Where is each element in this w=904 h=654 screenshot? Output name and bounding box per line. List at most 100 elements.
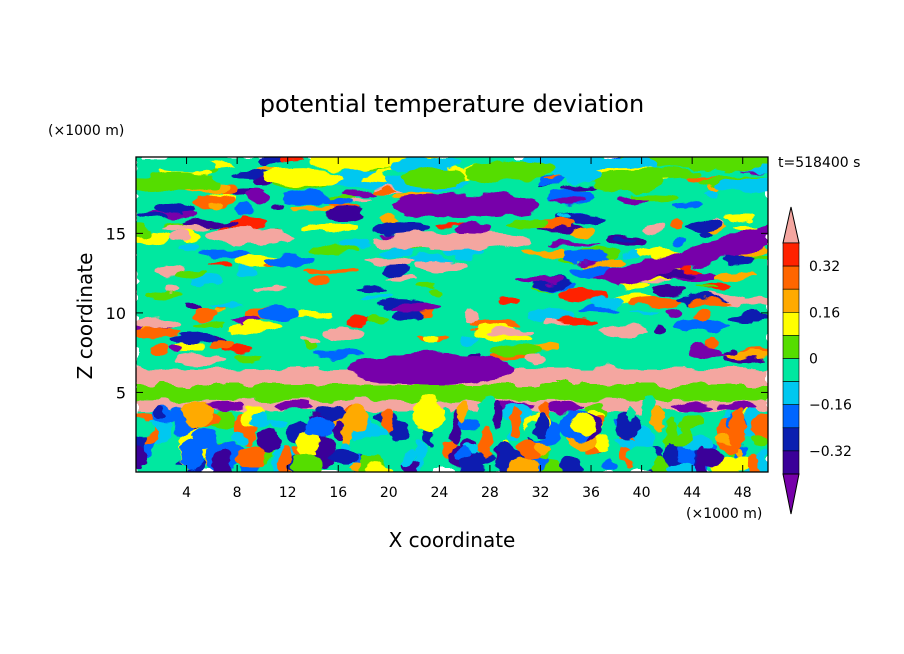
field-cell-upper	[362, 294, 394, 300]
field-cell-upper	[208, 339, 234, 351]
field-cell-plume	[518, 447, 542, 460]
field-cell-plume	[355, 426, 388, 437]
y-tick-label: 5	[116, 383, 126, 402]
field-cell-upper	[666, 307, 681, 321]
field-cell-plume	[412, 439, 425, 458]
field-cell-upper	[615, 197, 651, 205]
field-cell-upper	[236, 204, 254, 217]
x-tick-label: 24	[430, 485, 448, 501]
field-cell-layer-neg	[545, 401, 586, 412]
field-cell-plume	[751, 413, 768, 442]
field-cell-upper	[721, 254, 757, 268]
field-cell-upper	[516, 277, 563, 284]
colorbar-tick-label: 0.32	[809, 259, 840, 275]
y-tick-label: 10	[106, 304, 126, 323]
field-cell-upper	[589, 295, 625, 309]
colorbar-extend-min	[782, 473, 800, 515]
field-cell-top	[496, 158, 557, 179]
field-cell-plume	[291, 453, 323, 472]
field-cell-upper	[309, 275, 331, 286]
field-cell-upper	[303, 267, 356, 275]
field-cell-plume	[343, 404, 369, 432]
field-cell-upper	[463, 312, 479, 324]
field-cell-upper	[165, 284, 180, 293]
field-cell-top	[660, 157, 748, 170]
field-cell-upper	[323, 207, 365, 220]
field-cell-upper	[669, 218, 682, 232]
field-cell-upper	[522, 354, 546, 364]
field-cell-plume	[626, 443, 658, 472]
field-cell-upper	[614, 237, 639, 243]
field-cell-upper	[731, 313, 768, 323]
field-cell-layer-neg	[672, 401, 713, 412]
field-cell-plume	[510, 405, 522, 439]
field-cell-upper	[376, 216, 401, 224]
field-cell-upper	[185, 304, 203, 311]
field-cell-upper	[433, 222, 466, 227]
field-cell-plume	[676, 417, 704, 429]
field-cell-plume	[363, 463, 394, 472]
x-tick-label: 40	[633, 485, 651, 501]
field-cell-layer-neg	[716, 401, 757, 412]
field-cell-warm-lens	[372, 231, 532, 252]
field-layer-green	[136, 384, 768, 401]
x-unit-label: (×1000 m)	[686, 506, 762, 522]
field-cell-upper	[392, 309, 423, 321]
field-cell-plume	[534, 412, 551, 438]
field-cell-plume	[354, 438, 384, 456]
field-cell-upper	[492, 344, 541, 357]
field-cell-upper	[161, 224, 209, 232]
field-cell-upper	[194, 307, 219, 321]
chart-title: potential temperature deviation	[260, 90, 644, 118]
field-cell-upper	[384, 276, 416, 282]
field-cell-upper	[505, 218, 550, 229]
field-cell-upper	[166, 231, 190, 243]
field-cell-upper	[136, 327, 183, 338]
x-tick-label: 8	[233, 485, 242, 501]
field-cell-upper	[194, 320, 225, 329]
colorbar-box	[782, 404, 800, 429]
field-cell-upper	[499, 295, 519, 306]
y-unit-label: (×1000 m)	[48, 123, 124, 139]
colorbar-box	[782, 288, 800, 313]
field-cell-plume	[382, 408, 394, 432]
field-cell-upper	[136, 317, 182, 329]
x-tick-label: 44	[683, 485, 701, 501]
field-cell-upper	[176, 354, 225, 365]
field-cell-plume	[457, 400, 468, 423]
field-cell-upper	[458, 334, 478, 343]
field-cell-plume	[179, 440, 204, 470]
field-cell-plume	[333, 418, 343, 442]
time-label: t=518400 s	[778, 155, 860, 171]
colorbar: 0.32 0.16 0 −0.16 −0.32	[782, 206, 852, 515]
field-cell-plume	[670, 433, 691, 448]
field-cell-plume	[749, 436, 767, 448]
field-cell-plume	[181, 400, 213, 428]
field-cell-layer-neg	[274, 401, 314, 412]
field-cell-upper	[200, 248, 253, 258]
field-cell-upper	[695, 310, 710, 323]
field-cell-upper	[558, 214, 572, 220]
field-cell-upper	[346, 198, 372, 204]
field-cell-upper	[178, 243, 200, 253]
x-tick-label: 4	[182, 485, 191, 501]
field-cell-upper	[620, 254, 641, 260]
field-cell-plume	[252, 412, 269, 429]
field-cell-upper	[323, 326, 362, 340]
colorbar-extend-max	[782, 206, 800, 244]
field-cell-upper	[343, 190, 379, 197]
field-cell-upper	[223, 217, 267, 230]
field-cell-upper	[673, 236, 686, 244]
field-cell-plume	[729, 409, 747, 445]
colorbar-tick-label: 0.16	[809, 305, 840, 321]
field-cell-plume	[413, 397, 444, 432]
field-cell-upper	[705, 188, 723, 198]
heatmap-field	[136, 157, 768, 472]
field-cell-upper	[154, 264, 187, 276]
feature-diagonal-negative-band	[591, 223, 768, 288]
field-cell-top	[715, 178, 768, 193]
field-cell-top	[152, 159, 217, 173]
field-cell-plume	[604, 456, 616, 472]
field-cell-upper	[529, 308, 575, 320]
